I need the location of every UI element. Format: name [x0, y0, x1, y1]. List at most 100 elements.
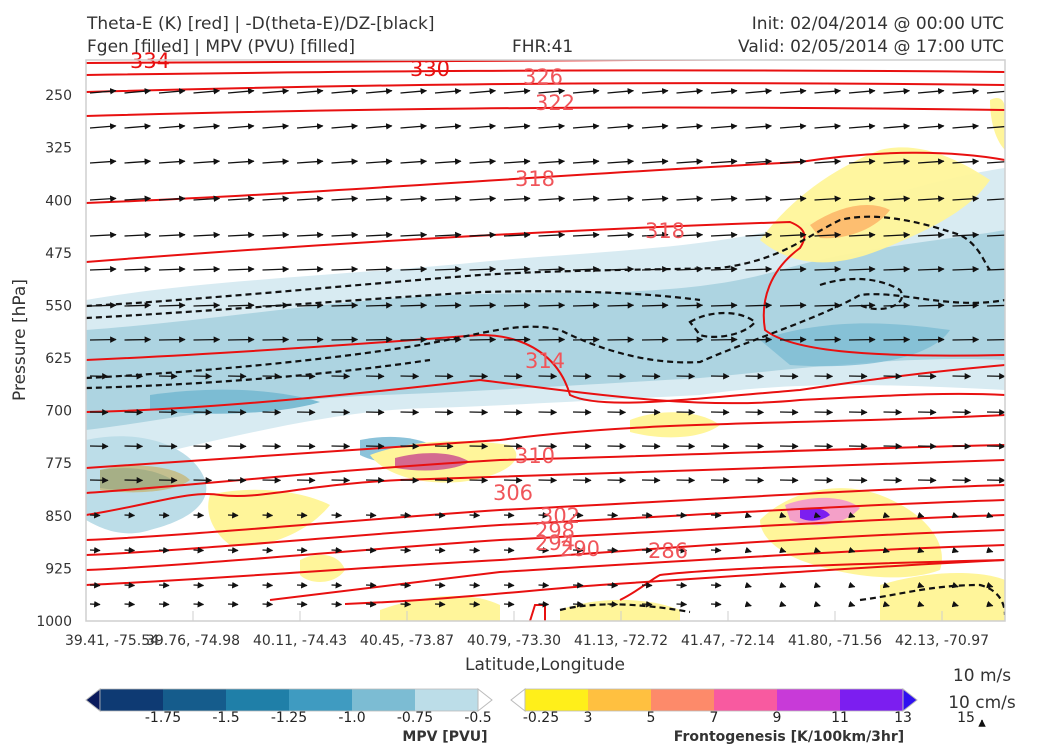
wind-vector [158, 511, 170, 519]
wind-vector [469, 600, 481, 608]
wind-vector [296, 336, 324, 343]
wind-vector [89, 581, 101, 589]
dthetae-dz-line [859, 583, 1005, 616]
wind-vector [400, 265, 428, 273]
wind-vector [262, 581, 274, 589]
wind-vector [952, 123, 980, 130]
theta-e-contour-label: 294 [535, 531, 575, 555]
wind-vector [641, 546, 653, 554]
wind-vector [917, 195, 945, 203]
wind-vector [538, 195, 566, 203]
wind-vector [951, 511, 959, 519]
wind-vector [538, 158, 566, 165]
wind-vector [641, 336, 669, 343]
plot-frame [85, 59, 1006, 622]
dthetae-dz-contours [86, 215, 1005, 616]
dthetae-dz-line [86, 358, 431, 390]
wind-vector [503, 265, 531, 273]
colorbar-extend-low [85, 687, 101, 713]
wind-vector [296, 546, 308, 554]
wind-vector [89, 302, 117, 309]
wind-vector [710, 158, 738, 165]
wind-vector [365, 123, 393, 130]
wind-vector [779, 302, 807, 309]
wind-vector [883, 265, 911, 273]
wind-vector [917, 600, 925, 608]
colorbar-segment [525, 689, 589, 711]
wind-vector [883, 302, 911, 309]
wind-vector [193, 231, 221, 239]
wind-vector [469, 546, 481, 554]
y-axis-ticks: 250 325 400 475 550 625 700 775 850 925 1000 [36, 88, 72, 630]
wind-vector [883, 123, 911, 130]
colorbar-tick-label: 15 [957, 710, 975, 726]
filled-fields [86, 98, 1005, 621]
y-tick-label: 325 [45, 141, 72, 157]
wind-vector [986, 198, 1005, 201]
wind-vector [607, 600, 619, 608]
y-tick-label: 925 [45, 561, 72, 577]
wind-vector [779, 581, 787, 589]
wind-vector [365, 581, 377, 589]
wind-vector [917, 581, 925, 589]
wind-vector [331, 231, 359, 239]
wind-vector [607, 195, 635, 203]
wind-vector [227, 231, 255, 239]
x-tick-label: 39.41, -75.54 [65, 633, 159, 649]
wind-vector [503, 158, 531, 165]
theta-e-line [529, 604, 546, 621]
wind-vector [814, 195, 842, 203]
theta-e-contour-label: 334 [130, 49, 170, 73]
wind-vector [676, 546, 688, 554]
wind-vector [262, 302, 290, 309]
y-tick-label: 850 [45, 509, 72, 525]
wind-vectors [89, 87, 1005, 608]
wind-vector [89, 195, 117, 203]
wind-vector [227, 195, 255, 203]
wind-vector [745, 302, 773, 309]
wind-vector [986, 161, 1005, 164]
wind-vector [848, 302, 876, 309]
fgen-patch-green-center [300, 554, 345, 582]
wind-vector [193, 158, 221, 165]
wind-vector [124, 511, 136, 519]
wind-vector [193, 195, 221, 203]
wind-vector [124, 336, 152, 343]
wind-vector [883, 231, 911, 239]
wind-vector [676, 231, 704, 239]
wind-vector [400, 231, 428, 239]
wind-vector [158, 546, 170, 554]
wind-vector [710, 302, 738, 309]
theta-e-line [86, 414, 1005, 469]
wind-vector [538, 123, 566, 130]
wind-vector [779, 336, 807, 343]
wind-vector [710, 546, 722, 554]
wind-vector [296, 231, 324, 239]
wind-vector [848, 195, 876, 203]
wind-vector [607, 231, 635, 239]
theta-e-contour-label: 302 [540, 504, 580, 528]
wind-vector [813, 600, 821, 608]
wind-vector [641, 511, 653, 519]
wind-vector [400, 158, 428, 165]
wind-vector [331, 546, 343, 554]
colorbar-segment [226, 689, 290, 711]
theta-e-contour-label: 330 [410, 57, 450, 81]
wind-vector [124, 600, 136, 608]
x-tick-label: 40.45, -73.87 [360, 633, 454, 649]
wind-vector [331, 336, 359, 343]
colorbar-tick-label: -1.0 [338, 710, 365, 726]
wind-vector [434, 546, 446, 554]
wind-vector [744, 581, 752, 589]
wind-vector [641, 231, 669, 239]
theta-e-contour-label: 286 [648, 539, 688, 563]
wind-vector [296, 511, 308, 519]
colorbar-segment [777, 689, 841, 711]
y-axis-label: Pressure [hPa] [10, 279, 30, 401]
wind-vector [227, 600, 239, 608]
wind-vector [641, 123, 669, 130]
y-tick-label: 550 [45, 298, 72, 314]
dthetae-dz-line [688, 312, 757, 339]
wind-vector [193, 511, 205, 519]
wind-vector [882, 546, 890, 554]
